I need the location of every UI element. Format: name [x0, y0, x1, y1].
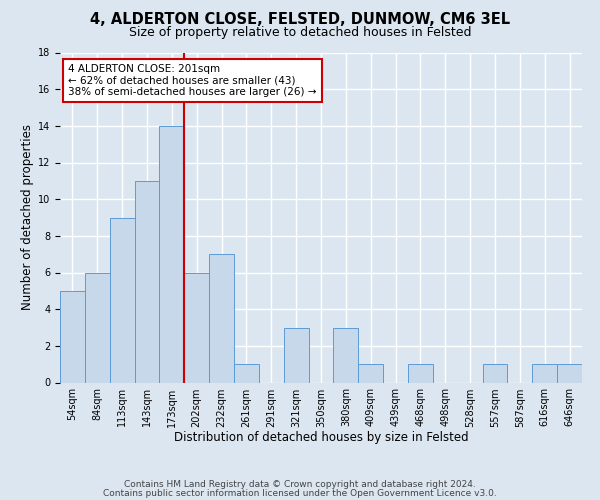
Bar	[532, 364, 557, 382]
Bar	[234, 364, 259, 382]
Text: Contains HM Land Registry data © Crown copyright and database right 2024.: Contains HM Land Registry data © Crown c…	[124, 480, 476, 489]
Bar	[358, 364, 383, 382]
Bar	[334, 328, 358, 382]
Bar	[284, 328, 308, 382]
Bar	[557, 364, 582, 382]
Text: Contains public sector information licensed under the Open Government Licence v3: Contains public sector information licen…	[103, 489, 497, 498]
Text: Size of property relative to detached houses in Felsted: Size of property relative to detached ho…	[129, 26, 471, 39]
Bar	[60, 291, 85, 382]
Bar	[209, 254, 234, 382]
Bar	[482, 364, 508, 382]
Text: 4 ALDERTON CLOSE: 201sqm
← 62% of detached houses are smaller (43)
38% of semi-d: 4 ALDERTON CLOSE: 201sqm ← 62% of detach…	[68, 64, 316, 97]
Bar	[184, 272, 209, 382]
Text: 4, ALDERTON CLOSE, FELSTED, DUNMOW, CM6 3EL: 4, ALDERTON CLOSE, FELSTED, DUNMOW, CM6 …	[90, 12, 510, 28]
X-axis label: Distribution of detached houses by size in Felsted: Distribution of detached houses by size …	[173, 431, 469, 444]
Y-axis label: Number of detached properties: Number of detached properties	[21, 124, 34, 310]
Bar	[160, 126, 184, 382]
Bar	[134, 181, 160, 382]
Bar	[408, 364, 433, 382]
Bar	[110, 218, 134, 382]
Bar	[85, 272, 110, 382]
